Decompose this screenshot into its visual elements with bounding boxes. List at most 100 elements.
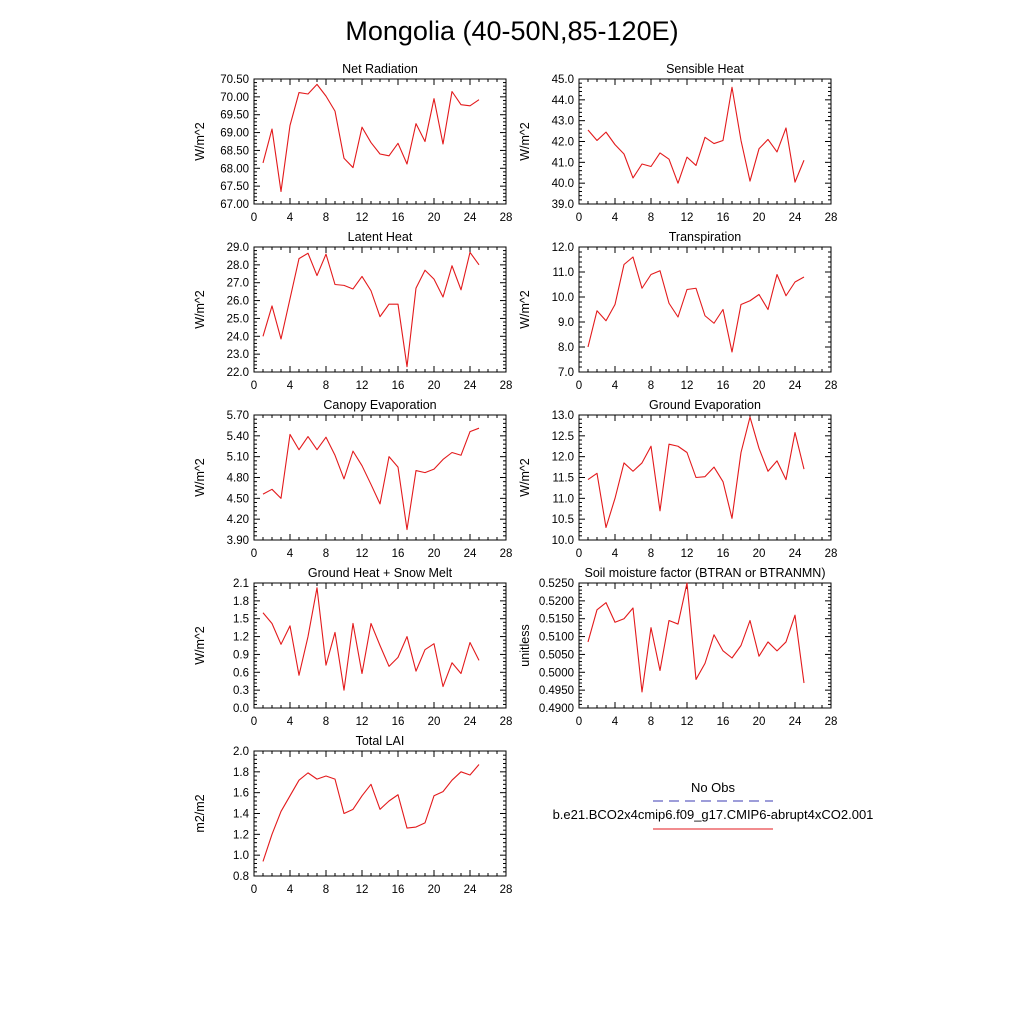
y-tick-label: 24.0 [227,331,249,343]
x-tick-label: 20 [428,716,441,728]
x-tick-label: 12 [681,212,694,224]
plot-frame [253,750,507,877]
y-tick-label: 1.2 [233,829,249,841]
y-tick-label: 10.0 [552,292,574,304]
x-tick-label: 4 [612,380,619,392]
y-tick-label: 22.0 [227,367,249,379]
panel-title: Transpiration [669,230,742,244]
y-tick-label: 67.50 [220,181,249,193]
x-tick-label: 16 [717,380,730,392]
x-tick-label: 8 [648,548,654,560]
x-tick-label: 16 [392,212,405,224]
panel-title: Canopy Evaporation [323,398,436,412]
y-tick-label: 0.4950 [539,685,574,697]
y-tick-label: 12.0 [552,242,574,254]
panels: Net Radiation 0 4 8 12 16 20 24 28 67.00 67.50 68.0… [193,62,837,896]
plot-frame [578,582,832,709]
y-tick-label: 0.5250 [539,578,574,590]
panel-9: Total LAI 0 4 8 12 16 20 24 28 0.8 1.0 1.2 1.4 1.6 1.8… [193,734,512,896]
y-tick-label: 2.0 [233,746,249,758]
y-tick-label: 70.00 [220,92,249,104]
y-axis-label: m2/m2 [193,794,207,832]
y-tick-label: 67.00 [220,199,249,211]
x-tick-label: 4 [287,548,294,560]
y-tick-label: 1.4 [233,809,250,821]
y-tick-label: 5.40 [227,431,249,443]
y-tick-label: 23.0 [227,349,249,361]
series-line [262,251,480,368]
y-tick-label: 0.4900 [539,703,574,715]
legend-label-case: b.e21.BCO2x4cmip6.f09_g17.CMIP6-abrupt4x… [553,807,874,822]
x-tick-label: 24 [464,716,477,728]
series-line [587,256,805,353]
y-tick-label: 29.0 [227,242,249,254]
y-tick-label: 1.2 [233,632,249,644]
x-tick-label: 12 [681,548,694,560]
series-line [587,86,805,184]
x-tick-label: 24 [789,548,802,560]
x-tick-label: 8 [323,716,329,728]
y-tick-label: 1.5 [233,614,249,626]
y-tick-label: 69.50 [220,110,249,122]
y-tick-label: 70.50 [220,74,249,86]
x-tick-label: 16 [717,212,730,224]
x-tick-label: 24 [789,212,802,224]
y-tick-label: 10.0 [552,535,574,547]
y-tick-label: 0.3 [233,685,249,697]
x-tick-label: 8 [323,548,329,560]
panel-title: Ground Evaporation [649,398,761,412]
y-tick-label: 39.0 [552,199,574,211]
x-tick-label: 24 [464,548,477,560]
panel-4: Transpiration 0 4 8 12 16 20 24 28 7.0 8.0 9.0 10.0 1… [518,230,837,392]
y-tick-label: 0.5100 [539,632,574,644]
y-tick-label: 4.50 [227,493,249,505]
y-tick-label: 11.0 [552,267,574,279]
x-tick-label: 0 [576,716,582,728]
x-tick-label: 8 [323,884,329,896]
y-tick-label: 0.5150 [539,614,574,626]
x-tick-label: 20 [428,380,441,392]
y-tick-label: 1.8 [233,596,249,608]
y-tick-label: 0.6 [233,667,249,679]
y-axis-label: W/m^2 [193,458,207,497]
x-tick-label: 28 [500,884,513,896]
x-tick-label: 12 [356,716,369,728]
x-tick-label: 0 [576,380,582,392]
x-tick-label: 0 [251,212,257,224]
panel-1: Net Radiation 0 4 8 12 16 20 24 28 67.00 67.50 68.0… [193,62,512,224]
y-tick-label: 0.8 [233,871,249,883]
x-tick-label: 4 [287,212,294,224]
y-axis-label: W/m^2 [193,626,207,665]
y-tick-label: 13.0 [552,410,574,422]
x-tick-label: 12 [356,380,369,392]
x-tick-label: 4 [612,548,619,560]
plot-frame [578,78,832,205]
x-tick-label: 16 [717,716,730,728]
panel-title: Soil moisture factor (BTRAN or BTRANMN) [584,566,825,580]
x-tick-label: 8 [648,716,654,728]
x-tick-label: 0 [251,380,257,392]
panel-7: Ground Heat + Snow Melt 0 4 8 12 16 20 24 28 0.0 0… [193,566,512,728]
x-tick-label: 28 [825,380,838,392]
x-tick-label: 28 [500,212,513,224]
x-tick-label: 8 [648,380,654,392]
x-tick-label: 4 [287,884,294,896]
y-tick-label: 0.5200 [539,596,574,608]
legend-label-obs: No Obs [691,780,736,795]
x-tick-label: 24 [464,212,477,224]
panel-title: Total LAI [356,734,405,748]
x-tick-label: 0 [251,884,257,896]
y-axis-label: W/m^2 [193,122,207,161]
figure-title: Mongolia (40-50N,85-120E) [345,16,678,46]
x-tick-label: 24 [464,884,477,896]
y-tick-label: 42.0 [552,137,574,149]
y-tick-label: 45.0 [552,74,574,86]
x-tick-label: 20 [753,548,766,560]
y-tick-label: 11.0 [552,493,574,505]
x-tick-label: 12 [356,884,369,896]
panel-2: Sensible Heat 0 4 8 12 16 20 24 28 39.0 40.0 41.0 42… [518,62,837,224]
panel-title: Ground Heat + Snow Melt [308,566,453,580]
series-line [262,764,480,862]
x-tick-label: 16 [717,548,730,560]
